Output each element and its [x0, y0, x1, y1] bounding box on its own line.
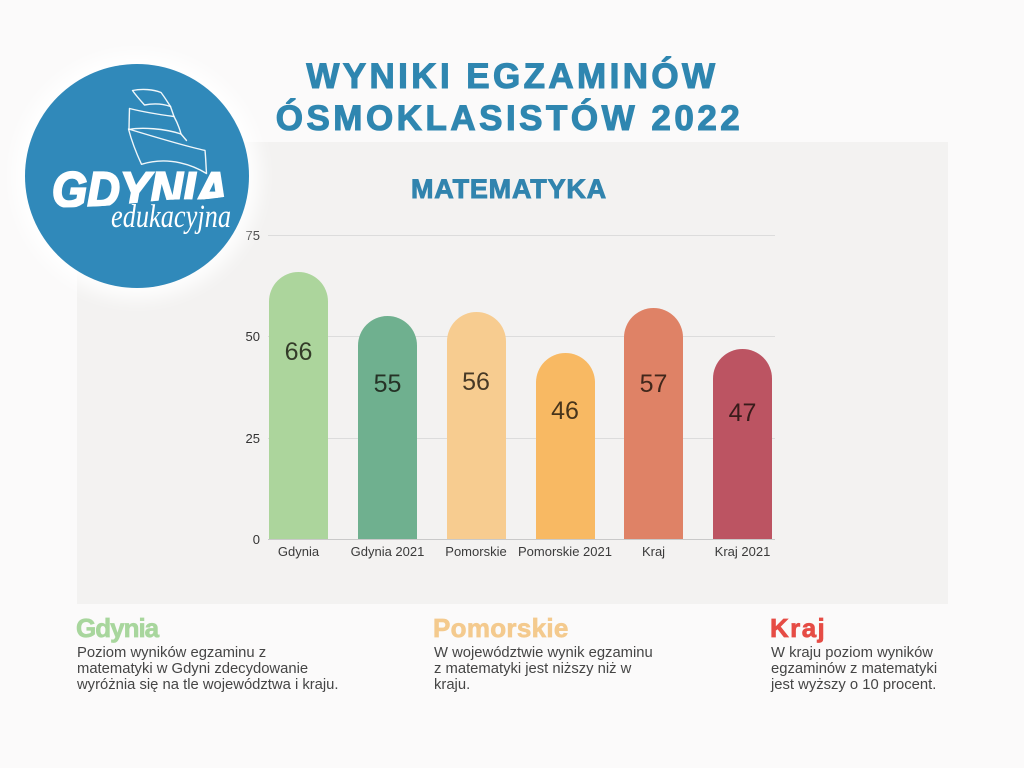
svg-text:edukacyjna: edukacyjna — [111, 199, 231, 235]
